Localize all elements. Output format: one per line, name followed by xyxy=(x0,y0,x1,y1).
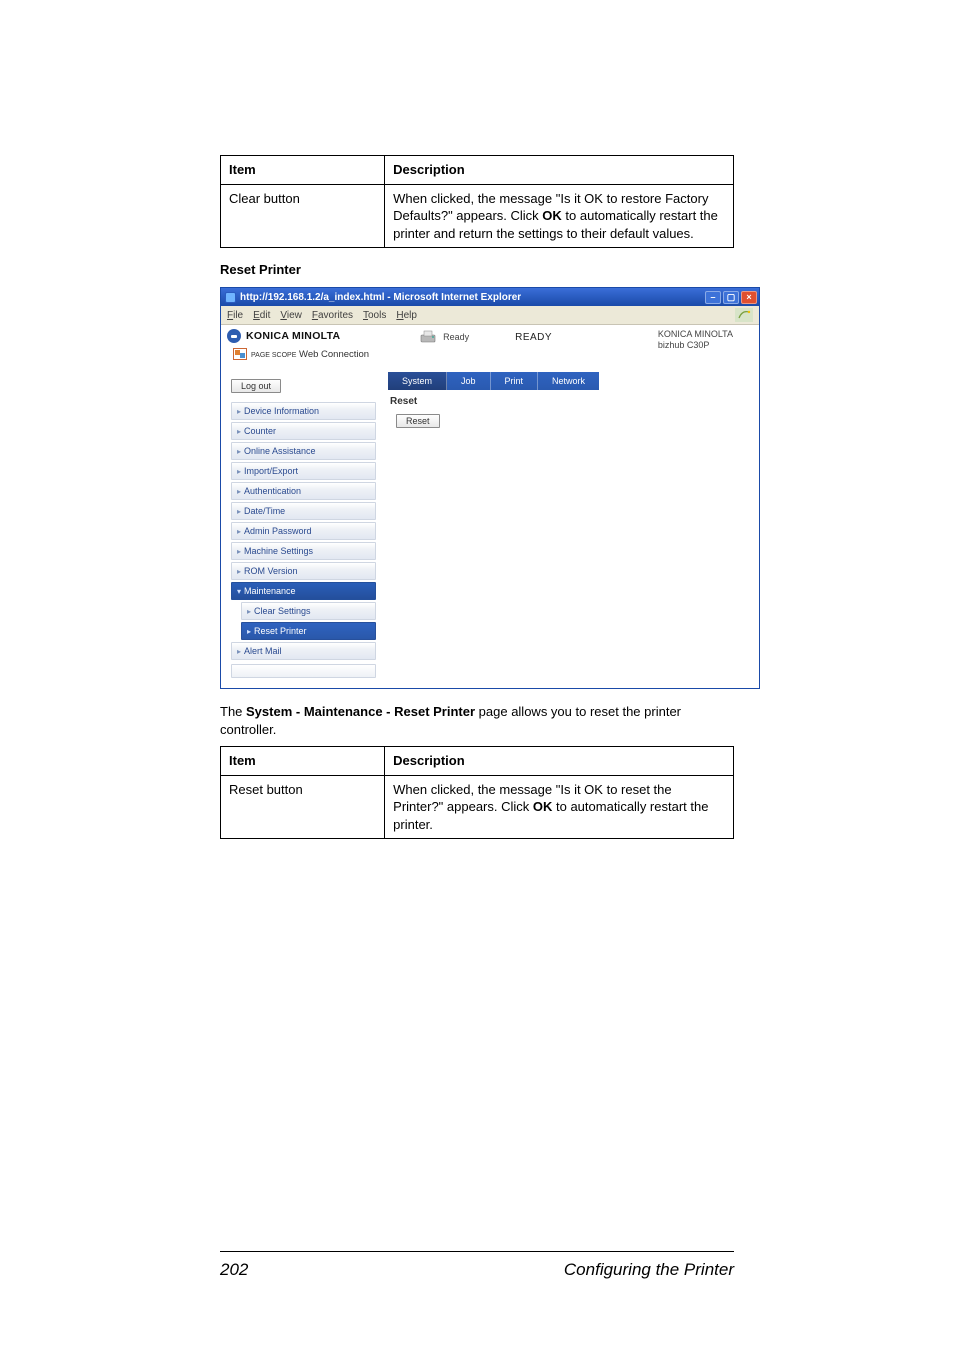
maximize-button[interactable]: ▢ xyxy=(723,291,739,304)
sidebar-item-date-time[interactable]: ▸Date/Time xyxy=(231,502,376,520)
pagescope-text: PAGE SCOPE Web Connection xyxy=(251,349,369,360)
device-name-block: KONICA MINOLTA bizhub C30P xyxy=(658,329,751,352)
menu-edit[interactable]: Edit xyxy=(253,310,270,321)
tabbar: System Job Print Network xyxy=(388,372,749,390)
sidebar-item-label: Machine Settings xyxy=(244,546,313,556)
device-brand: KONICA MINOLTA xyxy=(658,329,733,340)
status-ready-big: READY xyxy=(515,332,552,343)
menu-tools[interactable]: Tools xyxy=(363,310,386,321)
ie-window: http://192.168.1.2/a_index.html - Micros… xyxy=(220,287,760,689)
sidebar-item-label: Date/Time xyxy=(244,506,285,516)
reset-button[interactable]: Reset xyxy=(396,414,440,428)
sidebar-item-clear-settings[interactable]: ▸Clear Settings xyxy=(241,602,376,620)
sidebar-item-label: Device Information xyxy=(244,406,319,416)
sidebar-item-device-information[interactable]: ▸Device Information xyxy=(231,402,376,420)
sidebar-item-label: ROM Version xyxy=(244,566,298,576)
sidebar-item-authentication[interactable]: ▸Authentication xyxy=(231,482,376,500)
menu-file[interactable]: File xyxy=(227,310,243,321)
sidebar-item-label: Clear Settings xyxy=(254,606,311,616)
top-table-header-desc: Description xyxy=(385,156,734,185)
body-text-bold: System - Maintenance - Reset Printer xyxy=(246,704,475,719)
sidebar-item-maintenance[interactable]: ▾Maintenance xyxy=(231,582,376,600)
menu-help[interactable]: Help xyxy=(396,310,417,321)
logout-button[interactable]: Log out xyxy=(231,379,281,393)
page-number: 202 xyxy=(220,1260,248,1280)
minimize-button[interactable]: – xyxy=(705,291,721,304)
ie-logo-icon xyxy=(735,308,753,322)
printer-status-icon xyxy=(419,329,437,345)
sidebar-item-online-assistance[interactable]: ▸Online Assistance xyxy=(231,442,376,460)
sidebar-item-rom-version[interactable]: ▸ROM Version xyxy=(231,562,376,580)
bottom-table-header-item: Item xyxy=(221,747,385,776)
tab-print[interactable]: Print xyxy=(491,372,539,390)
pagescope-header: KONICA MINOLTA PAGE SCOPE Web Connection… xyxy=(221,325,759,362)
sidebar-item-label: Reset Printer xyxy=(254,626,307,636)
top-table: Item Description Clear button When click… xyxy=(220,155,734,248)
status-block: Ready READY xyxy=(419,329,552,345)
top-table-header-item: Item xyxy=(221,156,385,185)
sidebar-spacer xyxy=(231,664,376,678)
ie-titlebar: http://192.168.1.2/a_index.html - Micros… xyxy=(221,288,759,306)
close-button[interactable]: × xyxy=(741,291,757,304)
sidebar-item-admin-password[interactable]: ▸Admin Password xyxy=(231,522,376,540)
ie-favicon-icon xyxy=(225,292,236,303)
reset-section-title: Reset xyxy=(390,396,749,407)
table-row: Reset button When clicked, the message "… xyxy=(221,775,734,839)
pagescope-icon xyxy=(233,348,247,360)
km-logo-icon xyxy=(227,329,241,343)
footer-rule xyxy=(220,1251,734,1252)
desc-ok: OK xyxy=(533,799,553,814)
bottom-table-item: Reset button xyxy=(221,775,385,839)
sidebar-item-label: Counter xyxy=(244,426,276,436)
body-text-pre: The xyxy=(220,704,246,719)
window-controls: – ▢ × xyxy=(705,291,757,304)
top-table-desc: When clicked, the message "Is it OK to r… xyxy=(385,184,734,248)
tab-network[interactable]: Network xyxy=(538,372,599,390)
reset-printer-heading: Reset Printer xyxy=(220,262,734,277)
bottom-table-desc: When clicked, the message "Is it OK to r… xyxy=(385,775,734,839)
sidebar-item-counter[interactable]: ▸Counter xyxy=(231,422,376,440)
footer: 202 Configuring the Printer xyxy=(220,1260,734,1280)
sidebar-item-label: Import/Export xyxy=(244,466,298,476)
main-panel: System Job Print Network Reset Reset xyxy=(384,366,759,688)
sidebar-item-label: Maintenance xyxy=(244,586,296,596)
top-table-item: Clear button xyxy=(221,184,385,248)
footer-text: Configuring the Printer xyxy=(564,1260,734,1280)
sidebar: Log out ▸Device Information ▸Counter ▸On… xyxy=(221,366,384,688)
body-text: The System - Maintenance - Reset Printer… xyxy=(220,703,734,738)
sidebar-item-label: Admin Password xyxy=(244,526,312,536)
table-row: Clear button When clicked, the message "… xyxy=(221,184,734,248)
sidebar-item-alert-mail[interactable]: ▸Alert Mail xyxy=(231,642,376,660)
ie-title: http://192.168.1.2/a_index.html - Micros… xyxy=(240,292,521,303)
sidebar-item-label: Alert Mail xyxy=(244,646,282,656)
sidebar-item-machine-settings[interactable]: ▸Machine Settings xyxy=(231,542,376,560)
km-brand-text: KONICA MINOLTA xyxy=(246,330,340,342)
tab-job[interactable]: Job xyxy=(447,372,491,390)
desc-ok: OK xyxy=(542,208,562,223)
menu-favorites[interactable]: Favorites xyxy=(312,310,353,321)
sidebar-item-label: Online Assistance xyxy=(244,446,316,456)
bottom-table: Item Description Reset button When click… xyxy=(220,746,734,839)
status-ready-small: Ready xyxy=(443,332,469,342)
device-model: bizhub C30P xyxy=(658,340,733,351)
bottom-table-header-desc: Description xyxy=(385,747,734,776)
sidebar-item-reset-printer[interactable]: ▸Reset Printer xyxy=(241,622,376,640)
menu-view[interactable]: View xyxy=(280,310,302,321)
sidebar-item-label: Authentication xyxy=(244,486,301,496)
tab-system[interactable]: System xyxy=(388,372,447,390)
ie-menubar: File Edit View Favorites Tools Help xyxy=(221,306,759,325)
sidebar-item-import-export[interactable]: ▸Import/Export xyxy=(231,462,376,480)
